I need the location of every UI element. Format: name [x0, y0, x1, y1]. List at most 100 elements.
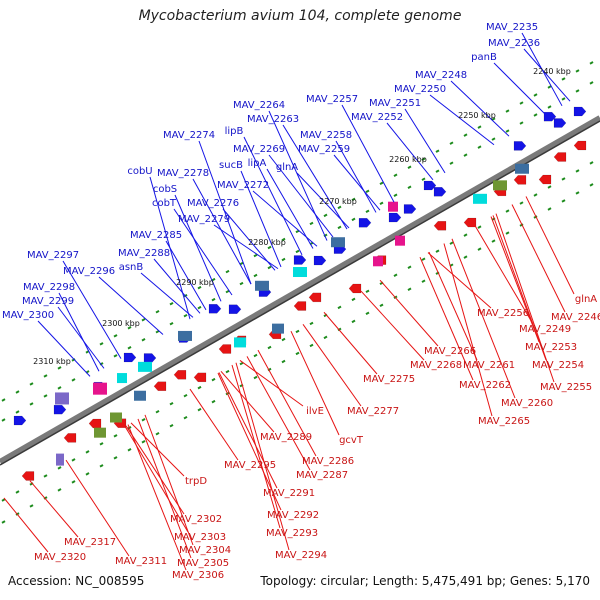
map-title: Mycobacterium avium 104, complete genome: [138, 8, 462, 24]
kbp-label: 2300 kbp: [102, 319, 140, 328]
kbp-tick: [533, 113, 538, 117]
kbp-tick: [141, 338, 146, 342]
reverse-gene-arrow: [553, 152, 567, 162]
reverse-gene-label: MAV_2253: [525, 342, 577, 353]
reverse-gene-label: MAV_2289: [260, 432, 312, 443]
forward-label-leader: [335, 140, 377, 213]
kbp-tick: [225, 369, 230, 374]
kbp-tick: [547, 105, 552, 109]
forward-gene-label: MAV_2296: [63, 266, 115, 277]
rna-feature: [134, 390, 146, 401]
reverse-gene-label: MAV_2294: [275, 550, 327, 561]
forward-gene-label: MAV_2299: [22, 296, 74, 307]
gene-features: [13, 106, 587, 481]
reverse-gene-label: MAV_2320: [34, 552, 86, 563]
rna-feature: [255, 280, 269, 291]
kbp-tick: [281, 237, 286, 242]
kbp-tick: [239, 361, 244, 366]
forward-gene-label: MAV_2258: [300, 130, 352, 141]
kbp-tick: [491, 239, 496, 243]
forward-label-leader: [523, 48, 571, 102]
forward-gene-label: MAV_2250: [394, 84, 446, 95]
forward-label-leader: [174, 194, 222, 302]
kbp-tick: [267, 345, 272, 350]
rna-feature: [93, 382, 107, 395]
rna-feature: [138, 361, 152, 372]
kbp-tick: [113, 334, 118, 338]
forward-gene-label: asnB: [119, 262, 144, 273]
reverse-gene-label: MAV_2277: [347, 406, 399, 417]
reverse-label-leader: [451, 238, 516, 399]
genome-summary-text: Topology: circular; Length: 5,475,491 bp…: [260, 574, 590, 588]
forward-label-leader: [198, 140, 252, 285]
forward-label-leader: [429, 94, 495, 146]
kbp-tick: [127, 346, 132, 350]
reverse-gene-label: MAV_2265: [478, 416, 530, 427]
kbp-tick: [225, 269, 230, 274]
kbp-tick: [575, 191, 580, 195]
kbp-tick: [323, 335, 328, 340]
forward-gene-arrow: [228, 304, 242, 314]
forward-gene-label: cobT: [152, 198, 177, 209]
reverse-label-leader: [246, 356, 311, 471]
forward-gene-arrow: [143, 353, 157, 363]
kbp-tick: [267, 245, 272, 250]
forward-gene-label: MAV_2298: [23, 282, 75, 293]
reverse-label-leader: [257, 349, 317, 457]
kbp-tick: [197, 285, 202, 290]
kbp-tick: [253, 253, 258, 258]
kbp-tick: [281, 337, 286, 342]
kbp-tick: [197, 305, 202, 310]
reverse-label-leader: [217, 372, 282, 511]
kbp-label: 2310 kbp: [33, 357, 71, 366]
reverse-gene-label: MAV_2256: [477, 308, 529, 319]
reverse-label-leader: [144, 414, 194, 546]
reverse-label-leader: [127, 424, 187, 571]
forward-gene-arrow: [293, 255, 307, 265]
genome-backbone-shadow: [0, 120, 600, 466]
forward-gene-label: lipB: [225, 126, 244, 137]
forward-gene-label: MAV_2278: [157, 168, 209, 179]
kbp-label: 2270 kbp: [319, 197, 357, 206]
reverse-label-leader: [474, 225, 534, 325]
kbp-tick: [519, 201, 524, 205]
rna-feature: [94, 427, 106, 438]
reverse-gene-label: MAV_2246: [551, 312, 600, 323]
kbp-tick: [519, 101, 524, 105]
kbp-label: 2240 kbp: [533, 67, 571, 76]
forward-label-leader: [57, 306, 105, 369]
forward-label-leader: [386, 122, 434, 181]
kbp-tick: [589, 183, 594, 187]
forward-label-leader: [268, 154, 334, 238]
kbp-tick: [505, 231, 510, 235]
reverse-gene-arrow: [463, 217, 477, 228]
kbp-tick: [183, 415, 188, 420]
accession-text: Accession: NC_008595: [8, 574, 145, 588]
reverse-label-leader: [290, 330, 340, 436]
kbp-tick: [197, 407, 202, 412]
kbp-tick: [127, 326, 132, 330]
kbp-tick: [575, 169, 580, 173]
kbp-tick: [113, 354, 118, 358]
forward-label-leader: [140, 272, 194, 318]
rna-feature: [293, 267, 307, 278]
kbp-tick: [561, 177, 566, 181]
reverse-label-leader: [3, 497, 49, 553]
rna-feature: [515, 163, 529, 174]
reverse-gene-label: MAV_2262: [459, 380, 511, 391]
kbp-tick: [337, 225, 342, 230]
kbp-tick: [477, 247, 482, 251]
reverse-label-leader: [323, 311, 378, 375]
kbp-tick: [211, 399, 216, 404]
reverse-gene-label: MAV_2287: [296, 470, 348, 481]
kbp-tick: [113, 434, 118, 438]
forward-label-leader: [37, 320, 91, 377]
reverse-label-leader: [218, 372, 278, 489]
rna-feature: [388, 201, 398, 212]
kbp-tick: [295, 249, 300, 254]
forward-gene-arrow: [13, 415, 27, 426]
rna-feature: [373, 256, 383, 267]
forward-gene-labels: MAV_2235 MAV_2236 panB MAV_2248 MAV_2250 MAV_…: [2, 22, 540, 321]
kbp-tick: [99, 342, 104, 346]
